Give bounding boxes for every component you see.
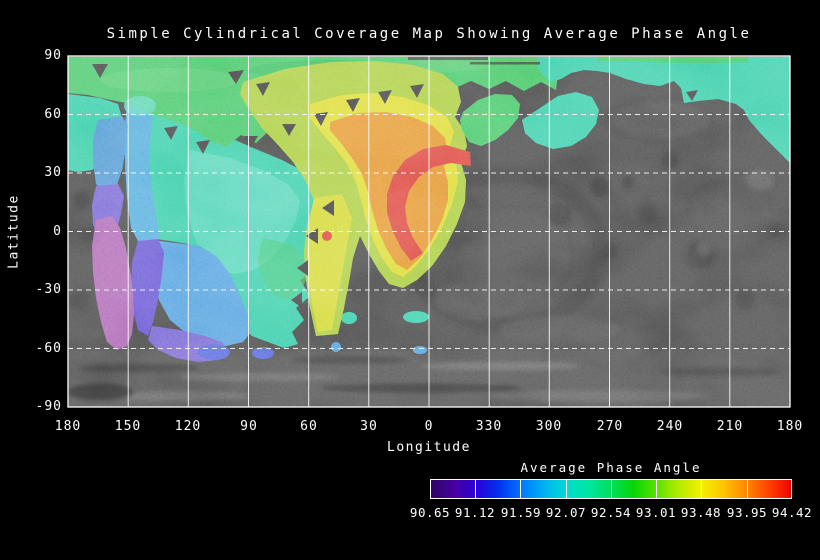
graticule [68,56,790,407]
colorbar-tick-label: 93.48 [680,505,722,520]
y-tick-label: -90 [35,399,62,414]
chart-title: Simple Cylindrical Coverage Map Showing … [106,26,752,42]
colorbar-title: Average Phase Angle [520,460,702,475]
y-tick-label: 60 [44,107,62,122]
colorbar-tick-label: 91.59 [500,505,542,520]
y-tick-label: 30 [44,165,62,180]
colorbar-tick-label: 90.65 [409,505,451,520]
colorbar-separator [520,480,521,498]
colorbar-tick-label: 94.42 [771,505,813,520]
plot-border [67,55,791,408]
x-tick-label: 0 [424,419,434,434]
colorbar-tick-label: 92.54 [590,505,632,520]
parallel-lines [68,114,790,349]
y-tick-label: -60 [35,341,62,356]
colorbar-tick-label: 93.01 [635,505,677,520]
x-axis-title: Longitude [387,440,471,455]
colorbar-separator [701,480,702,498]
y-tick-label: 0 [53,224,62,239]
x-tick-label: 120 [174,419,202,434]
x-tick-label: 300 [535,419,563,434]
colorbar-separator [611,480,612,498]
x-tick-label: 180 [776,419,804,434]
colorbar-tick-label: 91.12 [454,505,496,520]
colorbar-separator [656,480,657,498]
x-tick-label: 90 [240,419,258,434]
colorbar-separator [475,480,476,498]
x-tick-label: 30 [360,419,378,434]
y-tick-label: 90 [44,48,62,63]
colorbar-separator [747,480,748,498]
colorbar [430,479,792,499]
x-tick-label: 330 [475,419,503,434]
x-tick-label: 270 [596,419,624,434]
x-tick-label: 180 [54,419,82,434]
colorbar-separator [566,480,567,498]
colorbar-tick-label: 93.95 [726,505,768,520]
colorbar-tick-label: 92.07 [545,505,587,520]
x-tick-label: 240 [656,419,684,434]
x-tick-label: 150 [114,419,142,434]
x-tick-label: 210 [716,419,744,434]
x-tick-label: 60 [300,419,318,434]
y-tick-label: -30 [35,282,62,297]
